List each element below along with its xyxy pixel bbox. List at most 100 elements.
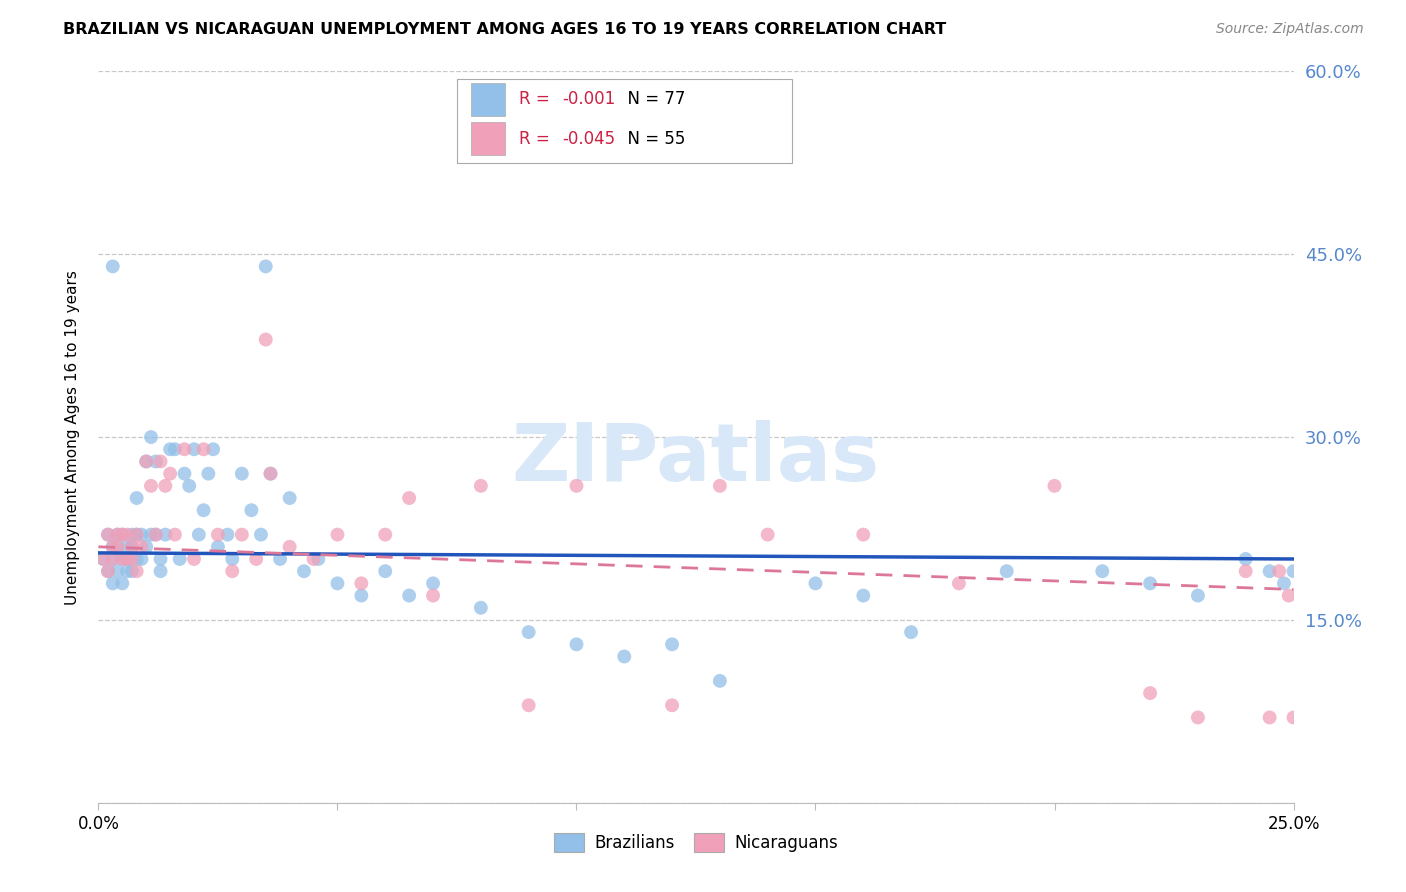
Point	[221, 552, 243, 566]
Point	[101, 540, 124, 554]
Point	[101, 576, 124, 591]
Point	[245, 552, 267, 566]
Point	[948, 576, 970, 591]
Point	[121, 540, 143, 554]
Point	[350, 589, 373, 603]
Point	[179, 479, 201, 493]
Point	[131, 540, 153, 554]
Point	[422, 576, 444, 591]
Point	[97, 527, 120, 541]
Point	[111, 576, 134, 591]
Point	[278, 491, 301, 505]
Text: BRAZILIAN VS NICARAGUAN UNEMPLOYMENT AMONG AGES 16 TO 19 YEARS CORRELATION CHART: BRAZILIAN VS NICARAGUAN UNEMPLOYMENT AMO…	[63, 22, 946, 37]
Point	[125, 552, 148, 566]
Point	[1282, 710, 1305, 724]
Point	[202, 442, 225, 457]
Point	[149, 552, 172, 566]
Point	[97, 527, 120, 541]
Point	[183, 442, 205, 457]
Point	[173, 442, 195, 457]
Point	[163, 442, 186, 457]
Point	[852, 527, 875, 541]
Point	[1043, 479, 1066, 493]
Point	[231, 467, 253, 481]
Point	[398, 491, 420, 505]
Point	[269, 552, 291, 566]
FancyBboxPatch shape	[471, 122, 505, 155]
Point	[121, 552, 143, 566]
Point	[125, 527, 148, 541]
Point	[115, 564, 138, 578]
Point	[326, 576, 349, 591]
Point	[565, 637, 588, 651]
Point	[374, 527, 396, 541]
Point	[709, 673, 731, 688]
FancyBboxPatch shape	[457, 78, 792, 163]
Point	[193, 442, 215, 457]
Text: ZIPatlas: ZIPatlas	[512, 420, 880, 498]
Point	[259, 467, 281, 481]
Point	[125, 564, 148, 578]
Point	[111, 527, 134, 541]
Point	[709, 479, 731, 493]
Point	[661, 637, 683, 651]
Point	[135, 454, 157, 468]
Point	[1187, 589, 1209, 603]
Point	[1187, 710, 1209, 724]
Point	[159, 442, 181, 457]
Point	[149, 564, 172, 578]
Point	[517, 625, 540, 640]
Point	[111, 552, 134, 566]
Point	[350, 576, 373, 591]
Point	[139, 430, 162, 444]
Point	[115, 552, 138, 566]
Point	[207, 540, 229, 554]
Point	[169, 552, 191, 566]
Point	[173, 467, 195, 481]
Point	[1272, 576, 1295, 591]
Point	[131, 552, 153, 566]
Point	[135, 540, 157, 554]
Point	[240, 503, 263, 517]
Point	[91, 552, 114, 566]
Point	[97, 564, 120, 578]
Point	[149, 454, 172, 468]
Point	[565, 479, 588, 493]
Point	[1139, 576, 1161, 591]
Point	[302, 552, 325, 566]
Point	[115, 527, 138, 541]
Point	[121, 540, 143, 554]
Text: N = 77: N = 77	[617, 90, 686, 108]
Text: R =: R =	[519, 90, 555, 108]
Point	[1258, 564, 1281, 578]
Point	[107, 527, 129, 541]
Point	[107, 564, 129, 578]
Point	[197, 467, 219, 481]
Point	[995, 564, 1018, 578]
Text: N = 55: N = 55	[617, 129, 686, 148]
Point	[131, 527, 153, 541]
Point	[155, 527, 177, 541]
Point	[1234, 564, 1257, 578]
Point	[374, 564, 396, 578]
Legend: Brazilians, Nicaraguans: Brazilians, Nicaraguans	[546, 824, 846, 860]
Point	[145, 454, 167, 468]
Point	[193, 503, 215, 517]
Point	[115, 540, 138, 554]
Point	[107, 540, 129, 554]
Point	[101, 552, 124, 566]
Point	[292, 564, 315, 578]
Point	[139, 527, 162, 541]
Point	[207, 527, 229, 541]
Point	[125, 527, 148, 541]
Point	[101, 260, 124, 274]
Text: -0.001: -0.001	[562, 90, 616, 108]
Point	[91, 552, 114, 566]
Point	[125, 491, 148, 505]
Point	[1091, 564, 1114, 578]
Point	[278, 540, 301, 554]
Text: R =: R =	[519, 129, 555, 148]
Point	[254, 333, 277, 347]
Point	[1282, 564, 1305, 578]
Point	[111, 527, 134, 541]
